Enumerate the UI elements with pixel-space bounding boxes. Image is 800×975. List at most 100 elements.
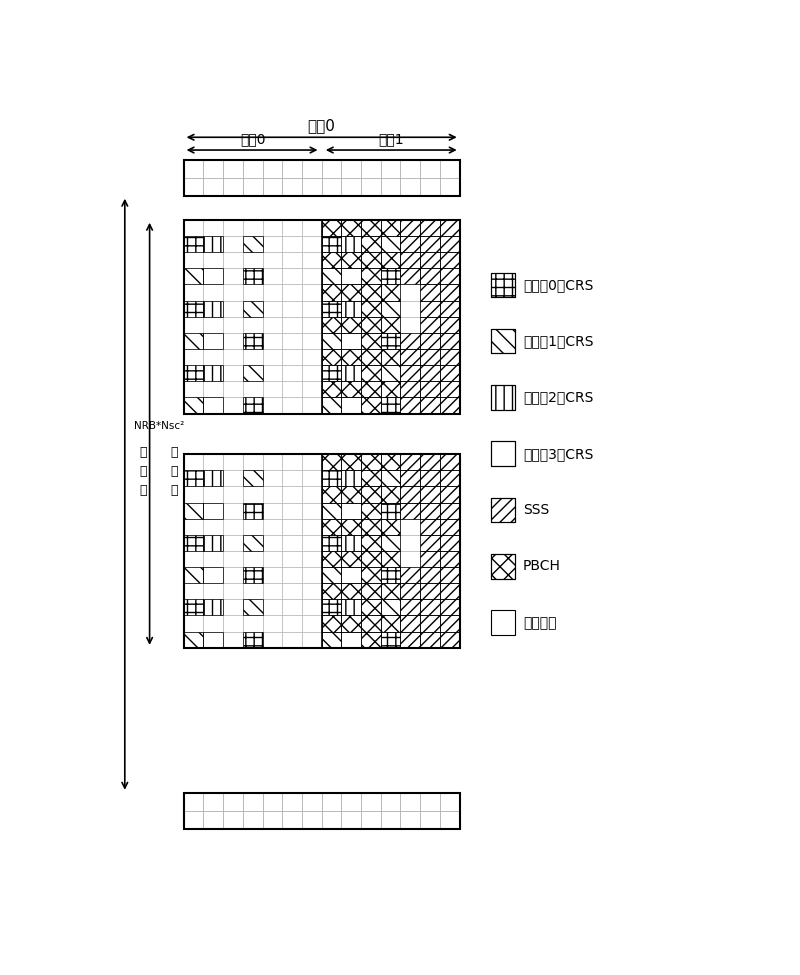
Bar xyxy=(203,600,223,615)
Bar xyxy=(361,600,381,615)
Bar xyxy=(223,365,243,381)
Bar xyxy=(420,470,440,487)
Bar xyxy=(184,236,203,253)
Bar xyxy=(342,600,361,615)
Bar xyxy=(282,365,302,381)
Bar xyxy=(420,502,440,519)
Bar xyxy=(243,519,262,535)
Bar xyxy=(302,487,322,502)
Bar xyxy=(490,385,515,409)
Bar xyxy=(381,502,401,519)
Bar xyxy=(401,470,420,487)
Bar xyxy=(243,502,262,519)
Bar xyxy=(401,219,420,236)
Bar xyxy=(342,285,361,300)
Bar xyxy=(322,332,342,349)
Bar xyxy=(420,519,440,535)
Bar xyxy=(440,177,459,196)
Bar xyxy=(342,454,361,470)
Bar xyxy=(342,160,361,177)
Bar xyxy=(401,632,420,647)
Bar xyxy=(381,268,401,285)
Bar xyxy=(184,502,203,519)
Bar xyxy=(322,177,342,196)
Bar xyxy=(420,268,440,285)
Bar xyxy=(381,567,401,583)
Bar xyxy=(282,300,302,317)
Bar xyxy=(361,317,381,332)
Bar xyxy=(381,551,401,567)
Bar xyxy=(282,502,302,519)
Bar xyxy=(184,332,203,349)
Bar xyxy=(342,236,361,253)
Bar xyxy=(243,332,262,349)
Bar xyxy=(361,502,381,519)
Bar xyxy=(361,236,381,253)
Bar xyxy=(490,498,515,523)
Bar xyxy=(361,268,381,285)
Bar xyxy=(440,285,459,300)
Bar xyxy=(322,317,342,332)
Bar xyxy=(223,583,243,600)
Bar xyxy=(420,502,440,519)
Bar xyxy=(302,567,322,583)
Bar xyxy=(302,810,322,829)
Bar xyxy=(223,487,243,502)
Bar xyxy=(361,583,381,600)
Bar xyxy=(243,502,262,519)
Bar xyxy=(420,567,440,583)
Bar xyxy=(381,300,401,317)
Bar xyxy=(440,300,459,317)
Bar xyxy=(361,600,381,615)
Bar xyxy=(184,470,203,487)
Bar xyxy=(262,317,282,332)
Bar xyxy=(262,470,282,487)
Bar xyxy=(381,454,401,470)
Bar xyxy=(282,600,302,615)
Bar xyxy=(381,317,401,332)
Bar xyxy=(401,381,420,398)
Bar xyxy=(342,583,361,600)
Bar xyxy=(322,365,342,381)
Bar xyxy=(342,535,361,551)
Bar xyxy=(490,273,515,297)
Bar xyxy=(381,487,401,502)
Bar xyxy=(361,219,381,236)
Bar xyxy=(361,253,381,268)
Bar xyxy=(322,219,342,236)
Bar xyxy=(361,519,381,535)
Bar xyxy=(302,454,322,470)
Bar xyxy=(440,365,459,381)
Bar xyxy=(322,398,342,413)
Bar xyxy=(440,502,459,519)
Bar xyxy=(381,365,401,381)
Bar xyxy=(381,381,401,398)
Bar xyxy=(322,253,342,268)
Bar xyxy=(203,398,223,413)
Bar xyxy=(322,583,342,600)
Bar xyxy=(302,300,322,317)
Bar xyxy=(184,454,459,647)
Bar xyxy=(184,502,203,519)
Bar xyxy=(184,268,203,285)
Bar xyxy=(302,615,322,632)
Bar xyxy=(203,470,223,487)
Bar xyxy=(322,519,342,535)
Bar xyxy=(401,177,420,196)
Bar xyxy=(401,502,420,519)
Bar xyxy=(420,810,440,829)
Bar xyxy=(381,454,401,470)
Bar xyxy=(322,632,342,647)
Bar xyxy=(262,793,282,810)
Bar xyxy=(420,487,440,502)
Bar xyxy=(361,583,381,600)
Bar xyxy=(184,253,203,268)
Bar xyxy=(440,398,459,413)
Bar xyxy=(440,470,459,487)
Bar xyxy=(322,349,342,365)
Bar xyxy=(342,487,361,502)
Bar xyxy=(401,567,420,583)
Bar xyxy=(440,519,459,535)
Bar xyxy=(440,487,459,502)
Bar xyxy=(243,470,262,487)
